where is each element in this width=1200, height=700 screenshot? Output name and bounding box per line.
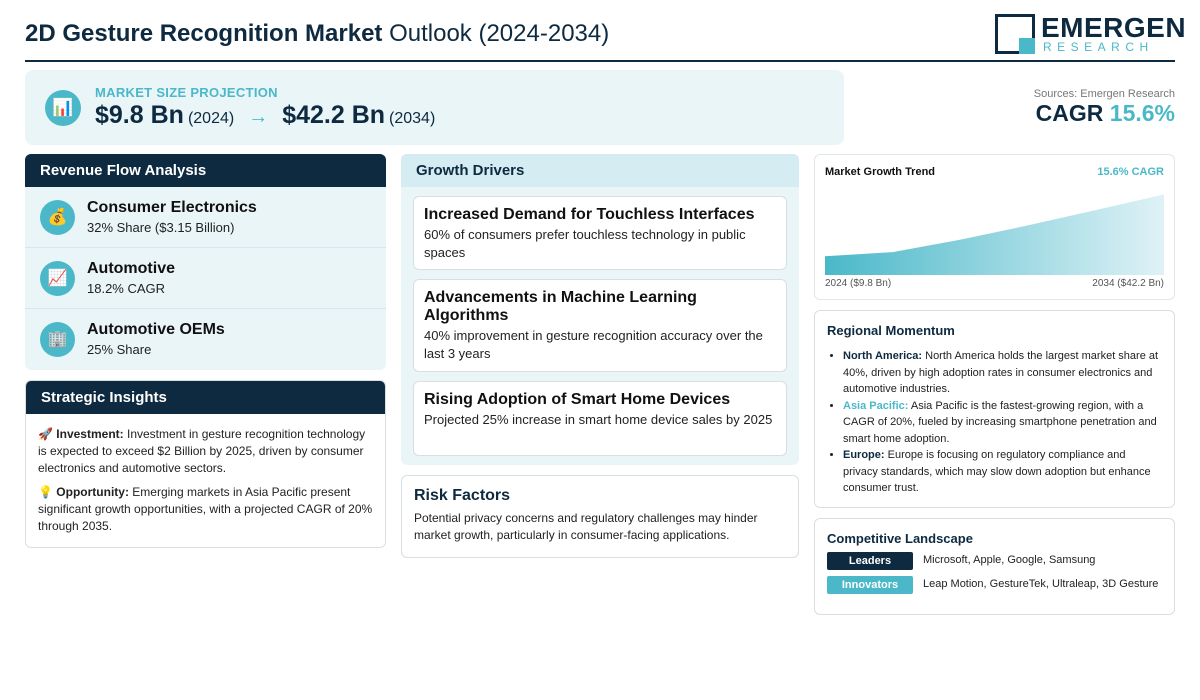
end-value: $42.2 Bn: [282, 101, 386, 129]
arrow-right-icon: →: [248, 106, 269, 128]
revenue-item-desc: 25% Share: [87, 342, 152, 357]
driver-title: Rising Adoption of Smart Home Devices: [424, 391, 731, 408]
driver-title: Advancements in Machine Learning Algorit…: [424, 289, 697, 324]
competitor-row: Innovators Leap Motion, GestureTek, Ultr…: [827, 576, 1162, 594]
building-icon: 🏢: [40, 322, 75, 357]
logo-name: EMERGEN: [1041, 12, 1187, 43]
competitor-row: Leaders Microsoft, Apple, Google, Samsun…: [827, 552, 1162, 570]
innovators-badge: Innovators: [827, 576, 913, 594]
region-name: Europe:: [843, 449, 885, 461]
driver-card: Increased Demand for Touchless Interface…: [413, 196, 787, 270]
start-year: (2024): [187, 110, 235, 127]
driver-card: Rising Adoption of Smart Home Devices Pr…: [413, 381, 787, 456]
market-size-projection: 📊 MARKET SIZE PROJECTION $9.8 Bn (2024) → $…: [25, 70, 844, 145]
rocket-icon: 🚀: [38, 427, 53, 441]
risk-factors-panel: Risk Factors Potential privacy concerns …: [401, 475, 799, 558]
start-value: $9.8 Bn: [95, 101, 184, 129]
region-name: North America:: [843, 350, 923, 362]
region-list: North America: North America holds the l…: [827, 348, 1162, 497]
regional-momentum-panel: Regional Momentum North America: North A…: [814, 310, 1175, 508]
trend-up-icon: 📈: [40, 261, 75, 296]
regional-momentum-title: Regional Momentum: [827, 323, 955, 338]
end-year: (2034): [389, 110, 436, 127]
insights-body: 🚀 Investment: Investment in gesture reco…: [26, 414, 385, 535]
projection-label: MARKET SIZE PROJECTION: [95, 85, 278, 100]
driver-desc: 60% of consumers prefer touchless techno…: [424, 227, 746, 260]
revenue-flow-title: Revenue Flow Analysis: [25, 154, 386, 187]
revenue-item-name: Automotive: [87, 260, 175, 277]
region-text: North America holds the largest market s…: [843, 350, 1159, 395]
page-header: 2D Gesture Recognition Market Outlook (2…: [25, 12, 1186, 62]
page-title-rest: Outlook (2024-2034): [382, 20, 610, 47]
cagr-label: CAGR: [1035, 100, 1104, 126]
competitor-names: Microsoft, Apple, Google, Samsung: [923, 554, 1096, 566]
insight-label: Investment:: [56, 427, 124, 441]
revenue-item: 🏢 Automotive OEMs 25% Share: [25, 309, 386, 370]
chart-icon: 📊: [45, 90, 81, 126]
chart-end-label: 2034 ($42.2 Bn): [1092, 278, 1164, 289]
strategic-insights-panel: Strategic Insights 🚀 Investment: Investm…: [25, 380, 386, 548]
driver-desc: Projected 25% increase in smart home dev…: [424, 412, 773, 427]
money-bag-icon: 💰: [40, 200, 75, 235]
projection-values: $9.8 Bn (2024) → $42.2 Bn (2034): [95, 101, 435, 130]
growth-drivers-title: Growth Drivers: [401, 154, 799, 187]
trend-area-svg: [825, 194, 1164, 275]
logo-mark-icon: [995, 14, 1035, 54]
insight-item: 💡 Opportunity: Emerging markets in Asia …: [38, 484, 373, 535]
growth-drivers-panel: Growth Drivers Increased Demand for Touc…: [401, 154, 799, 465]
sources-note: Sources: Emergen Research: [1033, 88, 1175, 100]
competitive-landscape-panel: Competitive Landscape Leaders Microsoft,…: [814, 518, 1175, 615]
cagr-summary: CAGR 15.6%: [1036, 100, 1175, 127]
page-title: 2D Gesture Recognition Market Outlook (2…: [25, 20, 609, 48]
insight-label: Opportunity:: [56, 485, 129, 499]
region-name: Asia Pacific:: [843, 399, 909, 412]
revenue-item: 📈 Automotive 18.2% CAGR: [25, 248, 386, 309]
insight-text: Investment in gesture recognition techno…: [38, 427, 366, 475]
strategic-insights-title: Strategic Insights: [26, 381, 385, 414]
region-item: Asia Pacific: Asia Pacific is the fastes…: [843, 398, 1162, 448]
region-item: North America: North America holds the l…: [843, 348, 1162, 398]
revenue-flow-panel: Revenue Flow Analysis 💰 Consumer Electro…: [25, 154, 386, 370]
risk-factors-title: Risk Factors: [414, 487, 511, 504]
driver-desc: 40% improvement in gesture recognition a…: [424, 328, 763, 361]
competitor-names: Leap Motion, GestureTek, Ultraleap, 3D G…: [923, 578, 1159, 590]
competitive-landscape-title: Competitive Landscape: [827, 531, 973, 546]
cagr-value: 15.6%: [1109, 100, 1175, 126]
logo-subtitle: RESEARCH: [1043, 40, 1154, 54]
market-growth-trend-chart: Market Growth Trend 15.6% CAGR 2024 ($9.…: [814, 154, 1175, 300]
emergen-logo: EMERGEN RESEARCH: [995, 12, 1186, 56]
driver-card: Advancements in Machine Learning Algorit…: [413, 279, 787, 372]
page-title-bold: 2D Gesture Recognition Market: [25, 20, 383, 47]
insight-text: Emerging markets in Asia Pacific present…: [38, 485, 373, 533]
chart-title: Market Growth Trend: [825, 166, 936, 178]
region-text: Europe is focusing on regulatory complia…: [843, 449, 1151, 494]
chart-start-label: 2024 ($9.8 Bn): [825, 278, 892, 289]
leaders-badge: Leaders: [827, 552, 913, 570]
revenue-item-desc: 32% Share ($3.15 Billion): [87, 220, 235, 235]
trend-area: [825, 194, 1164, 275]
revenue-item: 💰 Consumer Electronics 32% Share ($3.15 …: [25, 187, 386, 248]
lightbulb-icon: 💡: [38, 485, 53, 499]
insight-item: 🚀 Investment: Investment in gesture reco…: [38, 426, 373, 477]
revenue-item-name: Automotive OEMs: [87, 321, 225, 338]
revenue-item-desc: 18.2% CAGR: [87, 281, 166, 296]
risk-factors-desc: Potential privacy concerns and regulator…: [414, 511, 758, 542]
region-text: Asia Pacific is the fastest-growing regi…: [843, 399, 1157, 445]
chart-cagr-annotation: 15.6% CAGR: [1097, 166, 1164, 178]
revenue-item-name: Consumer Electronics: [87, 199, 257, 216]
region-item: Europe: Europe is focusing on regulatory…: [843, 447, 1162, 497]
driver-title: Increased Demand for Touchless Interface…: [424, 206, 755, 223]
